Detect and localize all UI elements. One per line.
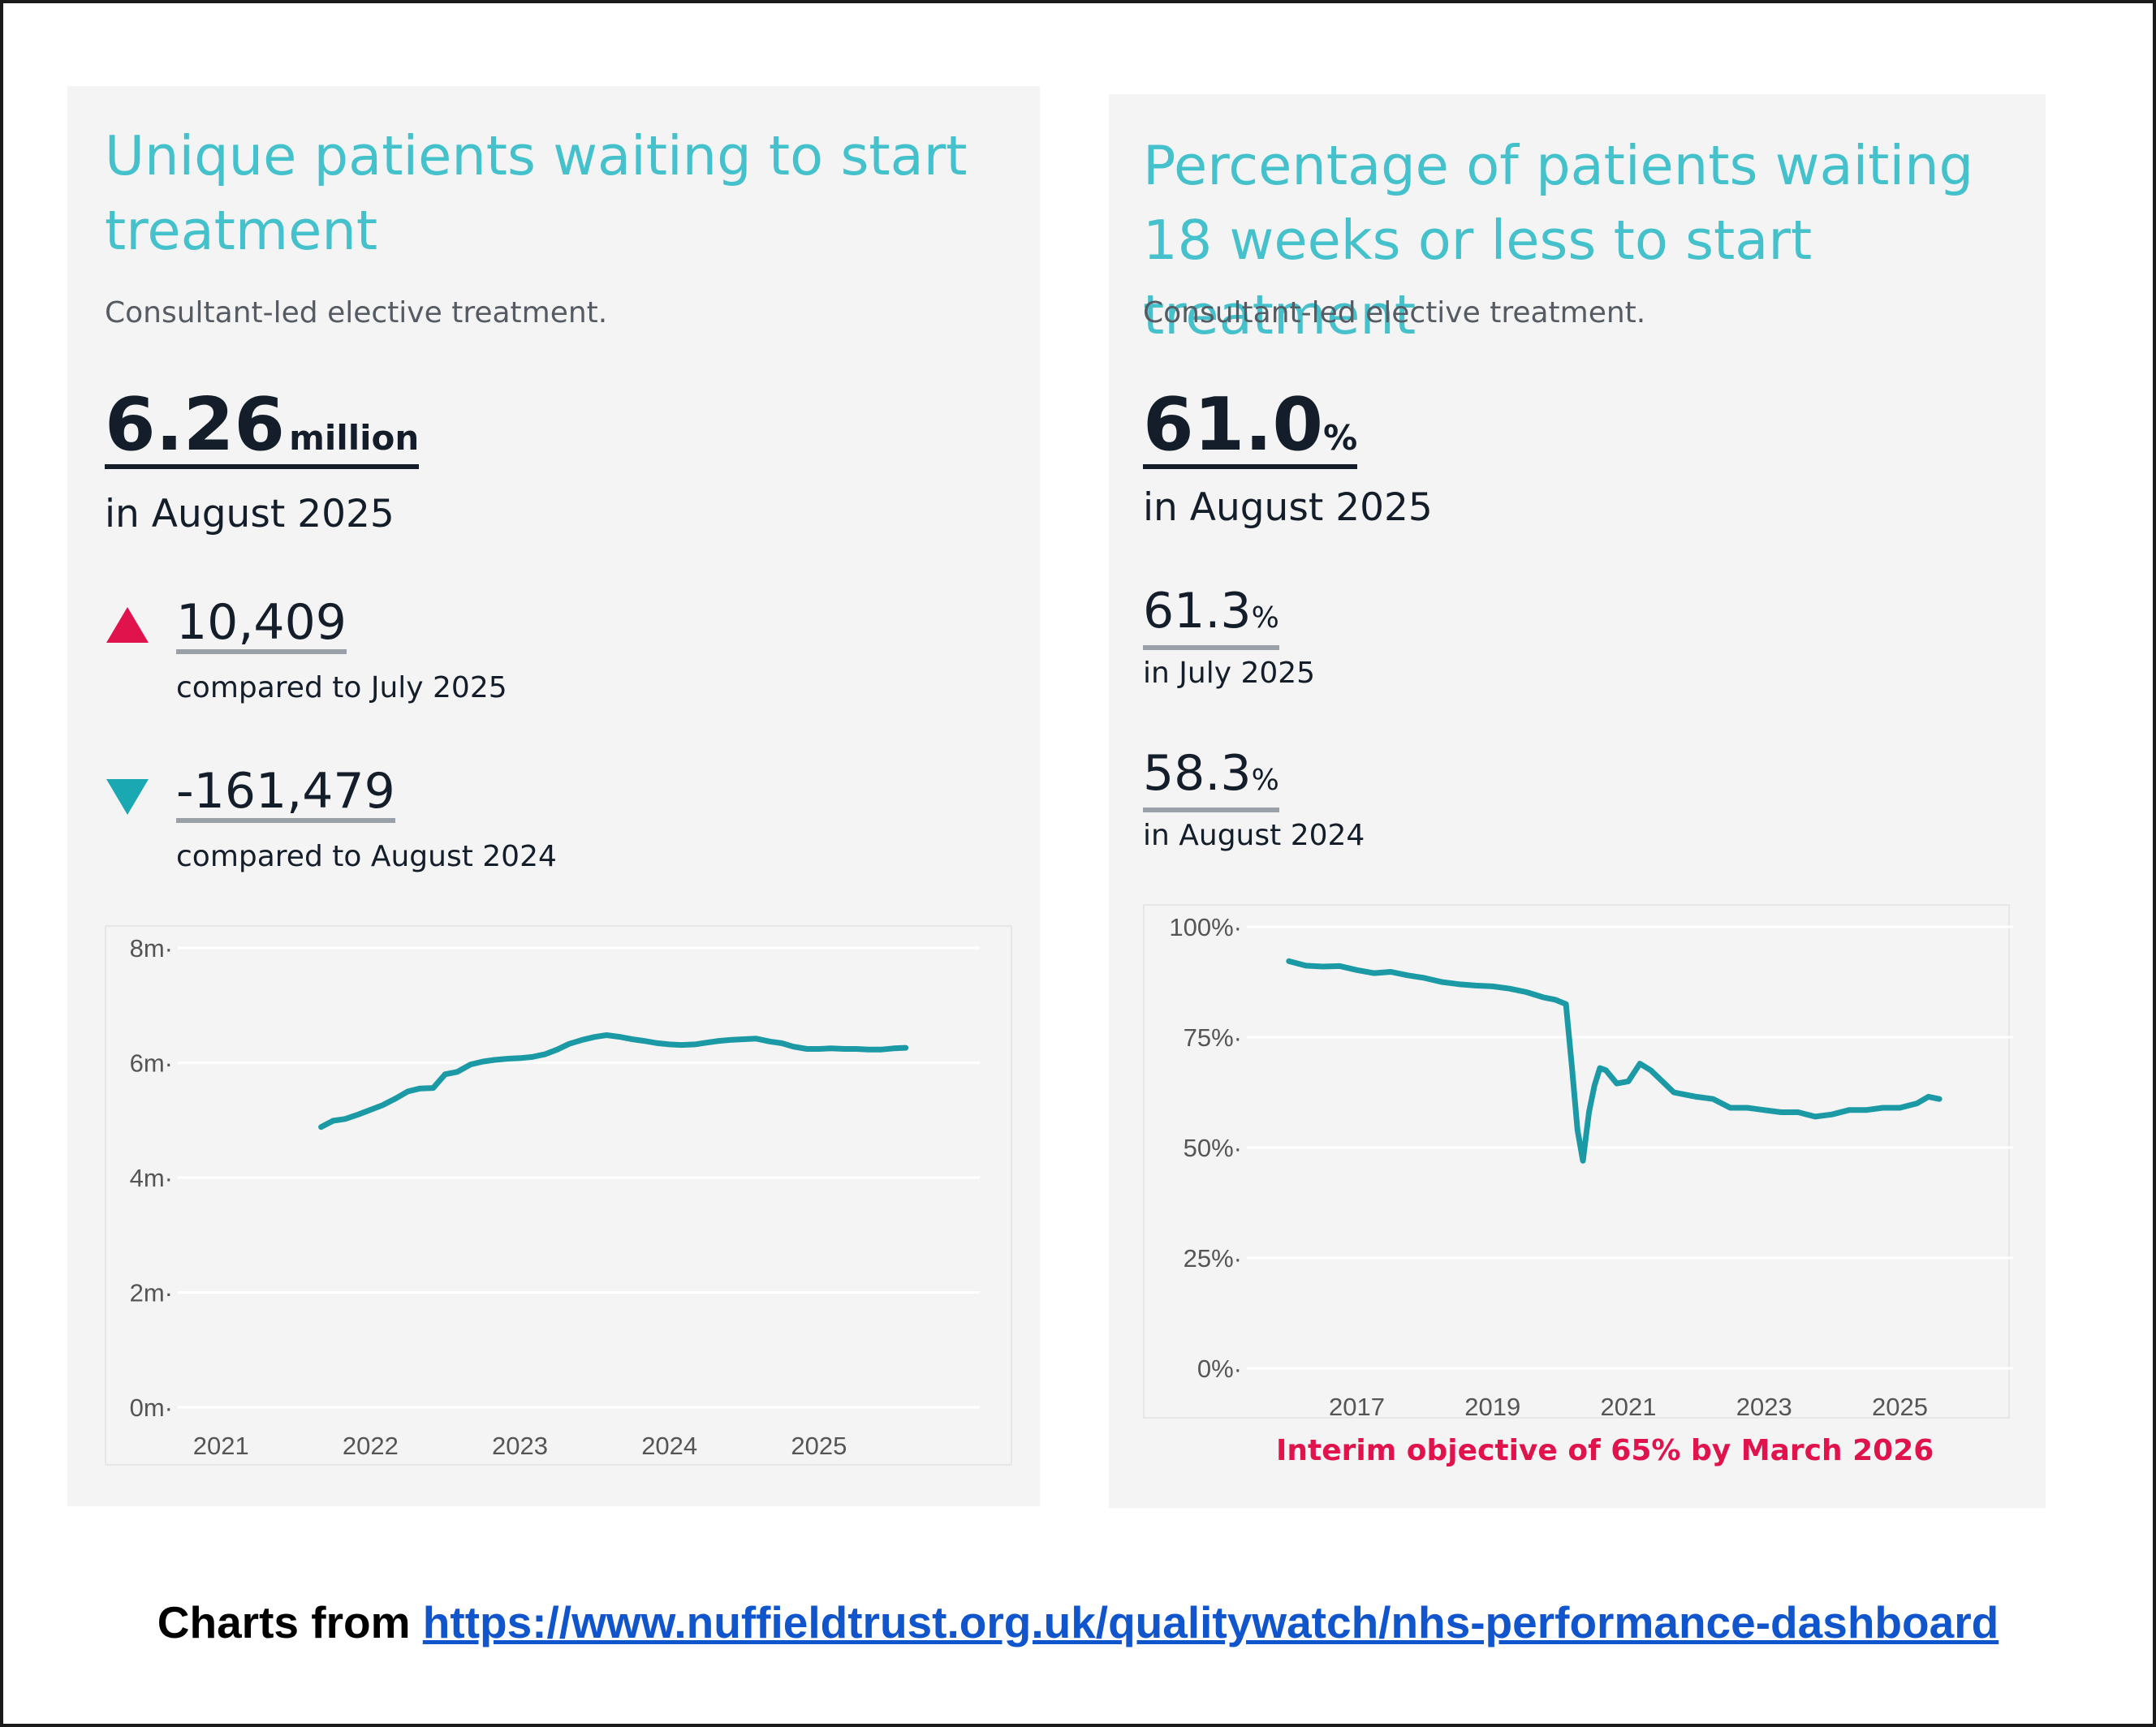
panel-title: Unique patients waiting to start treatme…: [105, 124, 968, 262]
source-prefix: Charts from: [157, 1597, 423, 1647]
source-caption: Charts from https://www.nuffieldtrust.or…: [0, 1596, 2156, 1649]
x-tick-label: 2022: [343, 1432, 399, 1460]
y-tick-label: 50%·: [1184, 1134, 1242, 1162]
y-tick-label: 0m·: [130, 1393, 173, 1422]
comparison-number-month: 61.3: [1143, 583, 1252, 640]
x-tick-label: 2024: [641, 1432, 697, 1460]
percentage-18-weeks-panel: Percentage of patients waiting 18 weeks …: [1109, 94, 2046, 1508]
x-tick-label: 2025: [791, 1432, 847, 1460]
comparison-label-year: in August 2024: [1143, 819, 1365, 852]
x-tick-label: 2019: [1464, 1393, 1520, 1421]
series-line: [1286, 958, 1943, 1164]
headline-unit: million: [289, 418, 420, 458]
headline-value: 61.0%: [1143, 386, 1358, 469]
y-tick-label: 0%·: [1197, 1354, 1242, 1383]
comparison-value-year: -161,479: [176, 764, 395, 823]
y-tick-label: 8m·: [130, 934, 173, 963]
chart-frame: [1143, 904, 2010, 1419]
comparison-value-month: 61.3%: [1143, 584, 1279, 650]
unique-patients-chart: 0m· 2m· 4m· 6m· 8m· 2021 2022 2023 2024 2025: [130, 934, 980, 1460]
percentage-chart: 0%· 25%· 50%· 75%· 100%· 2017 2019 2021 2023 2025: [1169, 913, 2013, 1421]
y-tick-label: 4m·: [130, 1164, 173, 1192]
comparison-label-year: compared to August 2024: [176, 840, 557, 873]
x-tick-label: 2025: [1872, 1393, 1928, 1421]
panel-subtitle: Consultant-led elective treatment.: [1143, 296, 1646, 329]
down-arrow-icon: [106, 779, 149, 815]
headline-period: in August 2025: [1143, 485, 1433, 530]
headline-period: in August 2025: [105, 492, 395, 536]
y-tick-label: 75%·: [1184, 1023, 1242, 1052]
y-tick-label: 2m·: [130, 1279, 173, 1307]
comparison-label-month: in July 2025: [1143, 657, 1316, 690]
y-tick-label: 100%·: [1169, 913, 1242, 941]
comparison-value-month: 10,409: [176, 596, 347, 654]
series-line: [318, 1032, 909, 1131]
down-arrow-shape: [106, 779, 149, 815]
panel-subtitle: Consultant-led elective treatment.: [105, 296, 608, 329]
headline-value: 6.26 million: [105, 386, 420, 469]
x-tick-label: 2021: [1601, 1393, 1657, 1421]
y-tick-label: 25%·: [1184, 1244, 1242, 1273]
up-arrow-icon: [106, 607, 149, 643]
panel-title: Percentage of patients waiting 18 weeks …: [1143, 134, 1974, 347]
x-tick-label: 2017: [1329, 1393, 1385, 1421]
interim-objective-note: Interim objective of 65% by March 2026: [1276, 1434, 1934, 1467]
comparison-value-year: 58.3%: [1143, 747, 1279, 812]
headline-number: 61.0: [1143, 382, 1324, 467]
comparison-unit-month: %: [1251, 601, 1279, 635]
up-arrow-shape: [106, 607, 149, 643]
comparison-label-month: compared to July 2025: [176, 671, 507, 704]
x-tick-label: 2021: [193, 1432, 249, 1460]
headline-number: 6.26: [105, 382, 286, 467]
x-tick-label: 2023: [492, 1432, 548, 1460]
headline-unit: %: [1323, 418, 1358, 458]
unique-patients-panel: Unique patients waiting to start treatme…: [67, 86, 1040, 1506]
y-tick-label: 6m·: [130, 1049, 173, 1078]
comparison-number-year: 58.3: [1143, 745, 1252, 802]
x-tick-label: 2023: [1736, 1393, 1792, 1421]
comparison-unit-year: %: [1251, 764, 1279, 797]
chart-frame: [105, 925, 1012, 1466]
source-link[interactable]: https://www.nuffieldtrust.org.uk/quality…: [422, 1597, 1999, 1647]
